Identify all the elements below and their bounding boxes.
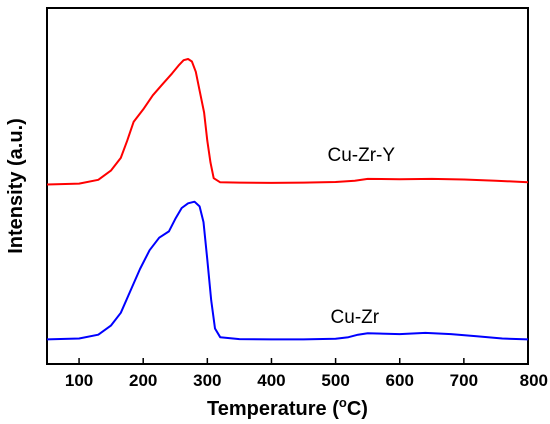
x-tick-label-200: 200 [129, 371, 157, 390]
series-line-cu-zr-y [46, 58, 529, 186]
x-axis-title-unit: C) [347, 398, 368, 420]
label-cu-zr: Cu-Zr [331, 307, 380, 328]
x-axis-title-superscript: o [339, 395, 347, 410]
x-axis-title-text: Temperature ( [207, 398, 339, 420]
x-tick-label-600: 600 [386, 371, 414, 390]
x-tick-label-300: 300 [193, 371, 221, 390]
annotation-layer: Cu-Zr-Y Cu-Zr [327, 145, 395, 328]
x-axis-title: Temperature (oC) [207, 395, 368, 420]
label-cu-zr-y: Cu-Zr-Y [327, 145, 395, 166]
y-axis-title: Intensity (a.u.) [5, 118, 27, 254]
x-tick-label-700: 700 [450, 371, 478, 390]
x-tick-label-800: 800 [520, 371, 548, 390]
x-axis-ticks: 100 200 300 400 500 600 700 800 [65, 358, 548, 390]
series-line-cu-zr [46, 200, 529, 341]
plot-frame [46, 7, 529, 365]
series-layer [46, 58, 529, 341]
x-tick-label-100: 100 [65, 371, 93, 390]
x-tick-label-400: 400 [257, 371, 285, 390]
x-tick-label-500: 500 [321, 371, 349, 390]
